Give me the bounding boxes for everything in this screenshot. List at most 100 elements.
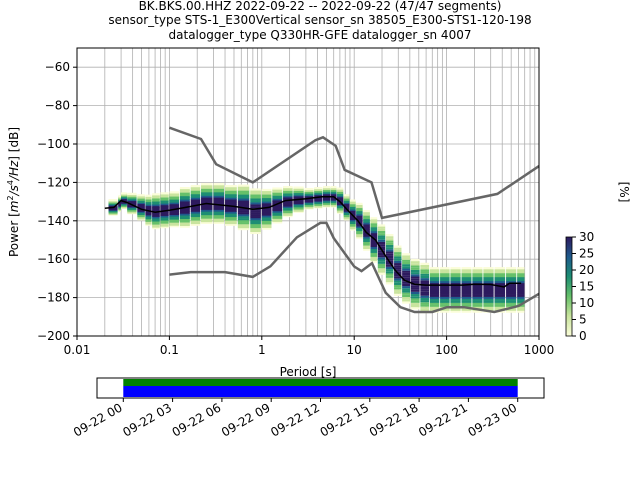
density-cell	[349, 228, 356, 231]
density-cell	[190, 213, 201, 216]
density-cell	[363, 243, 370, 246]
density-cell	[152, 223, 160, 227]
density-cell	[225, 211, 237, 214]
density-cell	[506, 308, 517, 311]
density-cell	[213, 202, 225, 205]
density-cell	[440, 298, 450, 301]
density-cell	[370, 260, 378, 263]
density-cell	[370, 248, 378, 251]
density-cell	[237, 204, 250, 207]
density-cell	[225, 220, 237, 223]
density-cell	[494, 302, 506, 305]
density-cell	[483, 304, 494, 307]
density-cell	[363, 241, 370, 244]
density-cell	[283, 195, 293, 198]
density-cell	[118, 195, 121, 198]
density-cell	[169, 200, 180, 203]
density-cell	[385, 251, 394, 254]
density-cell	[283, 209, 293, 212]
density-cell	[506, 286, 517, 290]
density-cell	[363, 225, 370, 228]
density-cell	[483, 294, 494, 297]
density-cell	[237, 188, 250, 191]
density-cell	[394, 274, 402, 277]
density-cell	[201, 190, 213, 193]
density-cell	[410, 278, 420, 281]
density-cell	[190, 195, 201, 198]
density-cell	[160, 210, 169, 213]
density-cell	[356, 228, 363, 232]
density-cell	[160, 193, 169, 196]
density-cell	[377, 233, 386, 236]
density-cell	[385, 247, 394, 250]
density-cell	[283, 192, 293, 195]
density-cell	[250, 225, 261, 229]
density-cell	[420, 293, 430, 296]
density-cell	[152, 226, 160, 230]
density-cell	[429, 296, 440, 299]
timeline-tick-label: 09-22 21	[416, 400, 470, 439]
density-cell	[272, 207, 283, 210]
density-cell	[169, 217, 180, 220]
density-cell	[410, 294, 420, 297]
density-cell	[179, 209, 190, 212]
density-cell	[213, 214, 225, 217]
colorbar: 0 5 10 15 20 25 30 [%]	[565, 182, 631, 343]
timeline-tick-label: 09-22 15	[318, 400, 372, 439]
density-cell	[190, 206, 201, 209]
density-cell	[349, 200, 356, 203]
y-tick-label: −100	[37, 137, 70, 151]
density-cell	[179, 216, 190, 219]
density-cell	[450, 298, 461, 301]
density-cell	[440, 304, 450, 307]
density-cell	[394, 265, 402, 268]
density-cell	[385, 282, 394, 285]
density-cell	[179, 195, 190, 198]
density-cell	[429, 269, 440, 272]
density-cell	[225, 218, 237, 221]
density-cell	[237, 186, 250, 189]
density-cell	[160, 199, 169, 203]
density-cell	[410, 272, 420, 275]
density-cell	[420, 267, 430, 270]
density-cell	[440, 276, 450, 280]
density-cell	[349, 217, 356, 221]
density-cell	[483, 278, 494, 282]
colorbar-label: [%]	[617, 182, 631, 203]
density-cell	[169, 197, 180, 200]
density-cell	[137, 194, 145, 197]
density-cell	[169, 214, 180, 217]
density-cell	[517, 271, 525, 274]
density-cell	[410, 287, 420, 290]
density-cell	[506, 296, 517, 299]
density-cell	[272, 193, 283, 196]
density-cell	[272, 204, 283, 207]
density-cell	[461, 271, 472, 274]
density-cell	[152, 197, 160, 201]
density-cell	[385, 277, 394, 281]
density-cell	[506, 280, 517, 284]
density-cell	[472, 280, 483, 284]
density-cell	[517, 310, 525, 313]
density-cell	[440, 284, 450, 288]
density-cell	[225, 185, 237, 188]
colorbar-tick-label: 0	[579, 329, 587, 343]
density-cell	[472, 269, 483, 272]
density-cell	[420, 297, 430, 301]
density-cell	[517, 294, 525, 297]
density-cell	[145, 197, 152, 200]
density-cell	[160, 226, 169, 229]
density-cell	[440, 278, 450, 282]
density-cell	[190, 218, 201, 221]
density-cell	[420, 273, 430, 276]
timeline-tick-label: 09-23 00	[465, 400, 519, 439]
density-cell	[152, 208, 160, 211]
density-cell	[225, 195, 237, 198]
density-cell	[225, 221, 237, 225]
density-cell	[225, 188, 237, 191]
density-cell	[402, 266, 411, 269]
density-cell	[201, 204, 213, 207]
density-cell	[429, 282, 440, 286]
density-cell	[169, 205, 180, 208]
